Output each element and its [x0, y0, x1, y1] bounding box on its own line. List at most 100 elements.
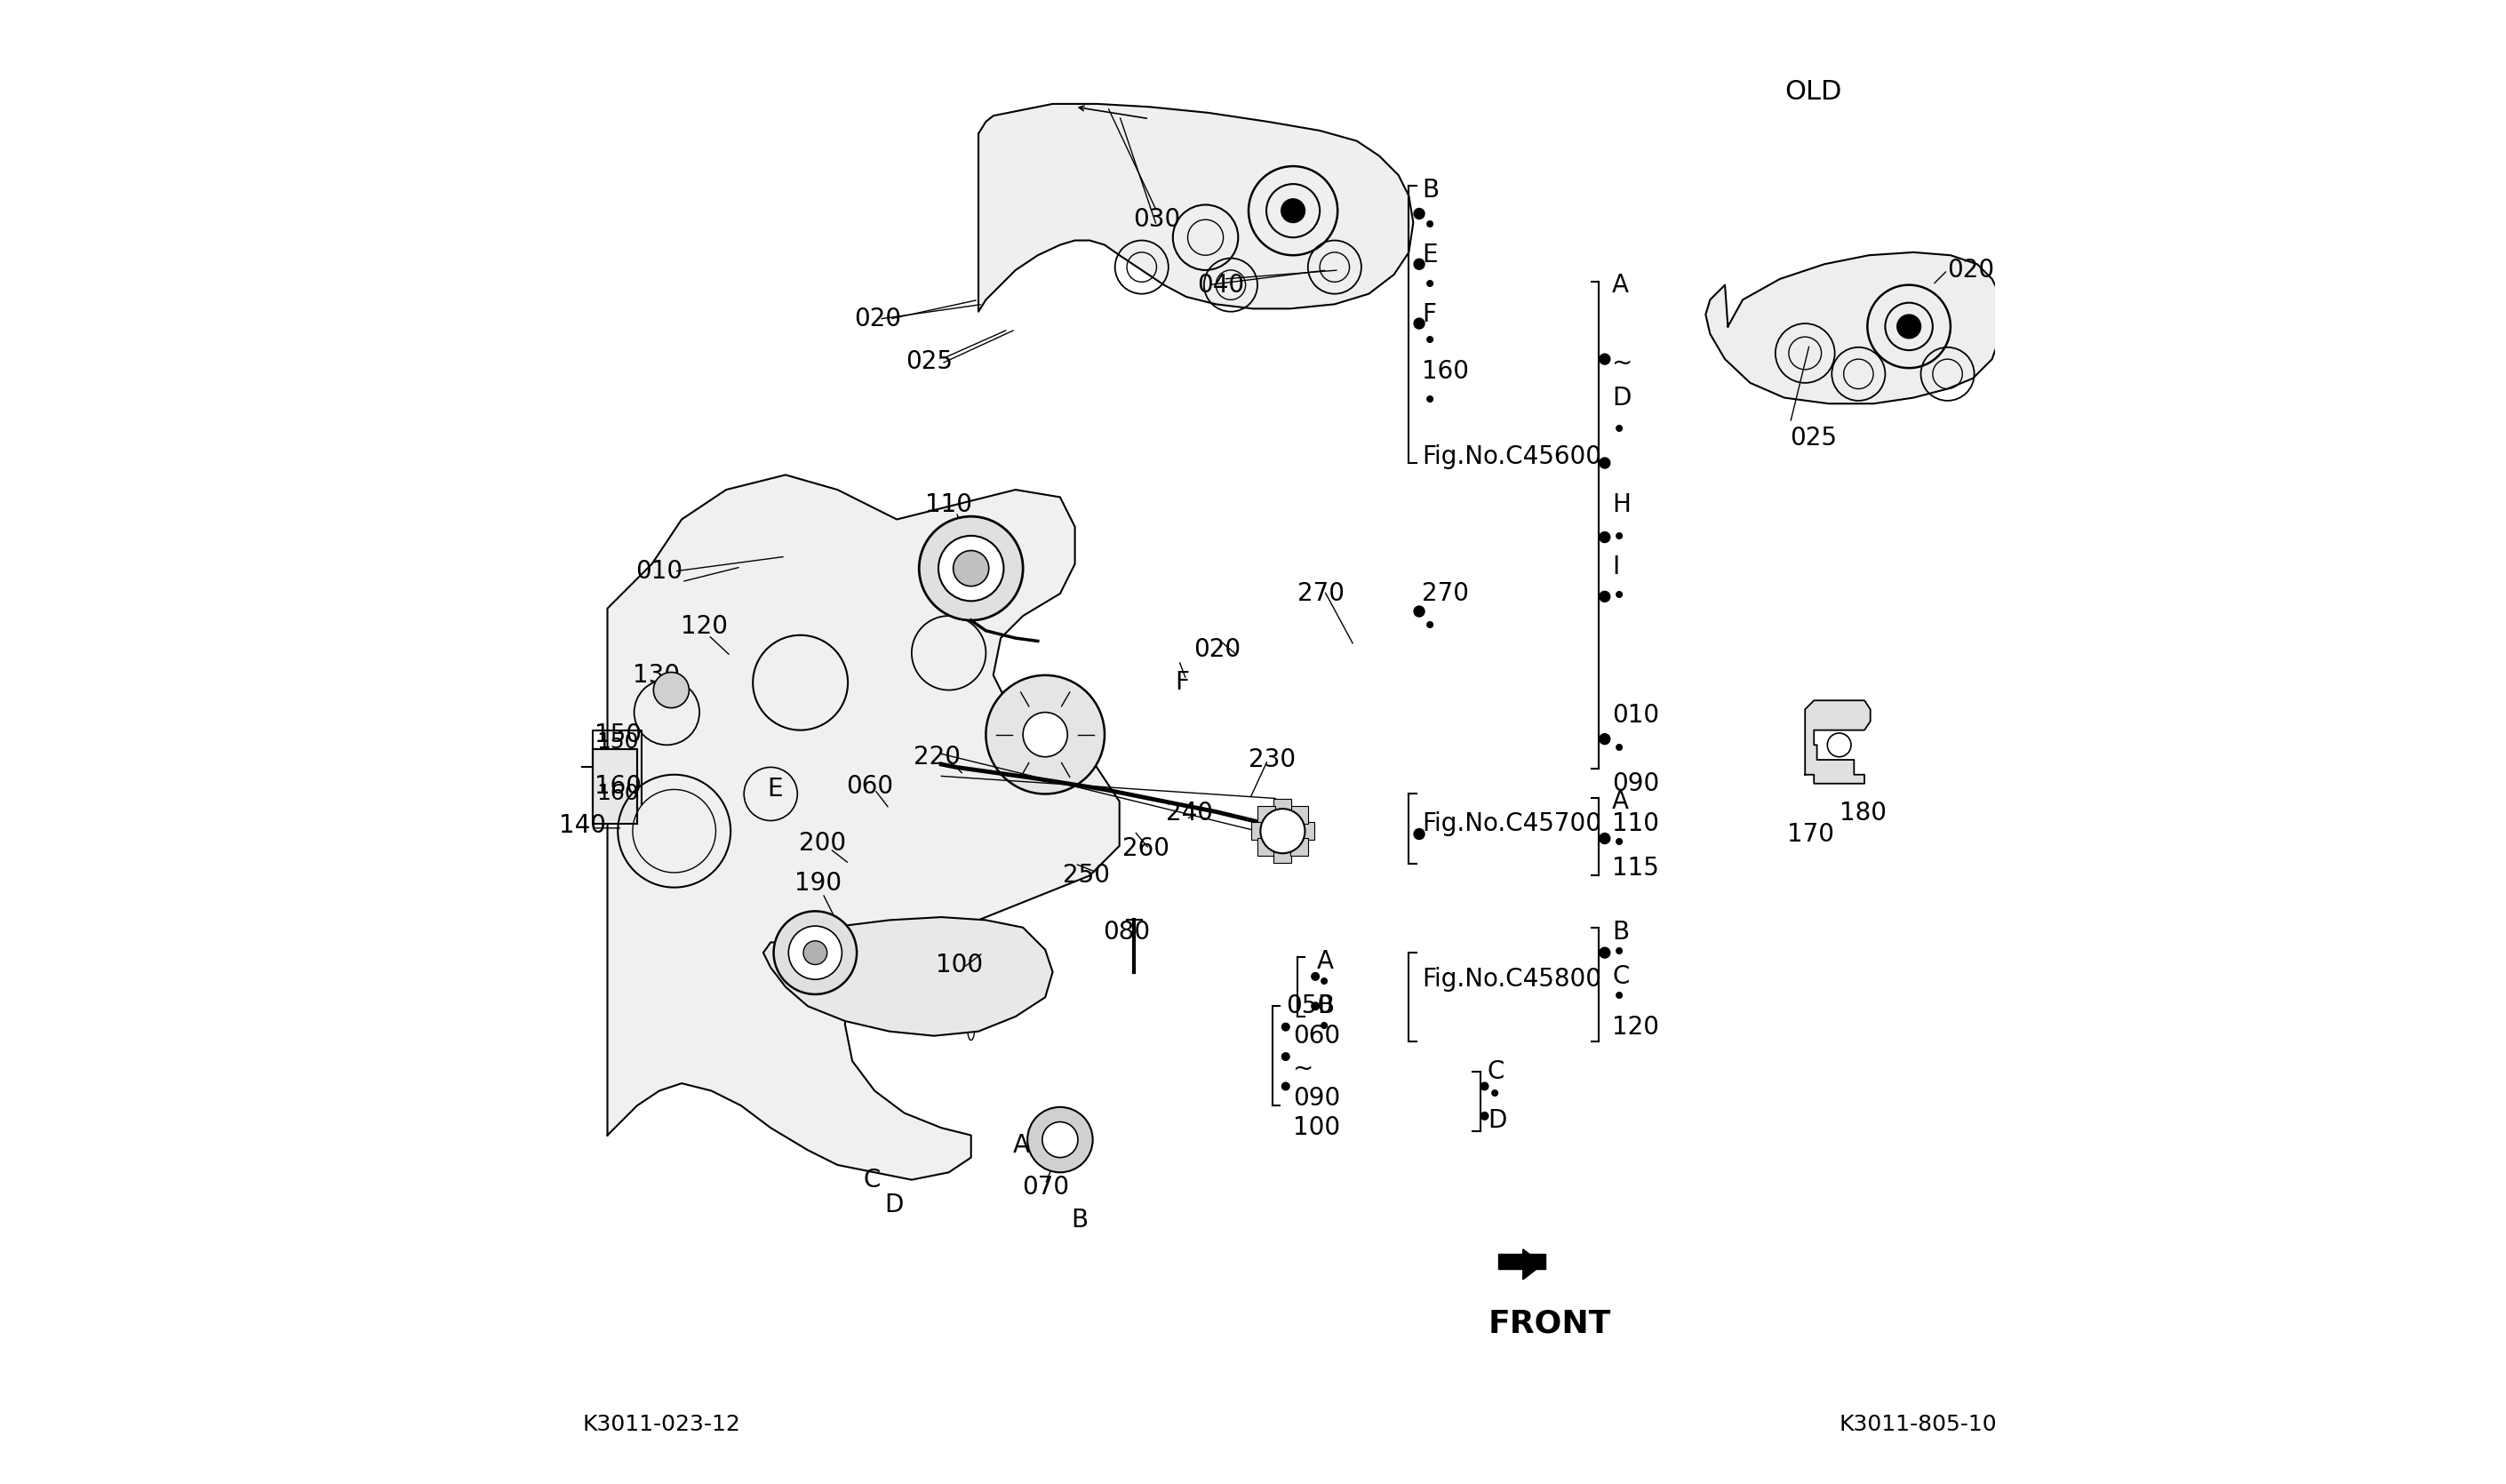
Text: 210: 210 — [1000, 690, 1048, 714]
Circle shape — [1599, 733, 1611, 745]
Text: 260: 260 — [1123, 837, 1170, 861]
Circle shape — [1599, 591, 1611, 603]
Bar — [1291, 838, 1308, 856]
Bar — [1258, 838, 1276, 856]
Text: D: D — [1611, 386, 1631, 410]
Text: 025: 025 — [907, 350, 952, 374]
Circle shape — [985, 675, 1105, 794]
Text: 080: 080 — [1103, 920, 1150, 944]
Text: K3011-023-12: K3011-023-12 — [581, 1414, 739, 1435]
Text: •: • — [1423, 389, 1436, 413]
Circle shape — [1261, 809, 1306, 853]
Text: Fig.No.C45800: Fig.No.C45800 — [1423, 968, 1601, 991]
Text: 130: 130 — [634, 663, 679, 687]
Circle shape — [1599, 457, 1611, 469]
Text: •: • — [1489, 1083, 1501, 1107]
Text: 020: 020 — [1193, 638, 1240, 662]
Text: 040: 040 — [1198, 273, 1243, 297]
Text: 120: 120 — [679, 614, 727, 638]
Text: 270: 270 — [1423, 582, 1469, 605]
Text: 070: 070 — [1022, 1175, 1070, 1199]
Circle shape — [804, 941, 827, 965]
Circle shape — [1413, 605, 1426, 617]
Text: B: B — [1611, 920, 1629, 944]
Text: 010: 010 — [637, 559, 684, 583]
Circle shape — [1281, 1052, 1291, 1061]
Text: D: D — [1489, 1109, 1506, 1132]
Text: ~: ~ — [1611, 352, 1634, 375]
Text: C: C — [1611, 965, 1629, 988]
Circle shape — [1897, 315, 1920, 338]
Text: 160: 160 — [594, 775, 642, 798]
Text: A: A — [1012, 1134, 1030, 1158]
Polygon shape — [1499, 1254, 1546, 1269]
Text: A: A — [1611, 789, 1629, 813]
Text: 200: 200 — [799, 831, 847, 855]
Text: F: F — [1175, 671, 1188, 695]
Text: 060: 060 — [1293, 1024, 1341, 1048]
Bar — [1273, 844, 1291, 862]
Text: •: • — [1611, 738, 1626, 761]
Text: 180: 180 — [1839, 801, 1887, 825]
Circle shape — [774, 911, 857, 994]
Text: OLD: OLD — [1784, 79, 1842, 105]
Circle shape — [654, 672, 689, 708]
Text: 060: 060 — [847, 775, 895, 798]
Circle shape — [1281, 1082, 1291, 1091]
Circle shape — [1022, 712, 1068, 757]
Text: 240: 240 — [1165, 801, 1213, 825]
Text: 230: 230 — [1248, 748, 1296, 772]
Text: ~: ~ — [1293, 1057, 1313, 1080]
Bar — [1291, 806, 1308, 824]
Text: 030: 030 — [1133, 208, 1180, 232]
Text: •: • — [1611, 831, 1626, 855]
Circle shape — [1481, 1082, 1489, 1091]
Bar — [1296, 822, 1316, 840]
Text: •: • — [1423, 329, 1436, 353]
Text: 100: 100 — [1293, 1116, 1341, 1140]
Text: I: I — [1611, 555, 1619, 579]
Text: 170: 170 — [1787, 822, 1834, 846]
Polygon shape — [591, 749, 637, 824]
Text: 110: 110 — [1611, 812, 1659, 835]
Text: 050: 050 — [1286, 994, 1333, 1018]
Text: 100: 100 — [935, 953, 982, 976]
Text: C: C — [862, 1168, 880, 1192]
Circle shape — [1413, 828, 1426, 840]
Circle shape — [1599, 353, 1611, 365]
Circle shape — [1281, 1022, 1291, 1031]
Text: 090: 090 — [1611, 772, 1659, 795]
Text: •: • — [1316, 971, 1331, 994]
Text: 190: 190 — [794, 871, 842, 895]
Text: D: D — [885, 1193, 902, 1217]
Circle shape — [1311, 1002, 1321, 1011]
Text: Fig.No.C45700: Fig.No.C45700 — [1423, 812, 1601, 835]
Circle shape — [952, 551, 990, 586]
Text: Fig.No.C45600: Fig.No.C45600 — [1423, 445, 1601, 469]
Text: 140: 140 — [559, 813, 606, 837]
Circle shape — [789, 926, 842, 979]
Text: 115: 115 — [1611, 856, 1659, 880]
Text: 250: 250 — [1063, 864, 1110, 887]
Circle shape — [1599, 531, 1611, 543]
Text: •: • — [1423, 214, 1436, 237]
Circle shape — [1413, 258, 1426, 270]
Text: C: C — [1489, 1060, 1504, 1083]
Text: 020: 020 — [1947, 258, 1995, 282]
Text: B: B — [1423, 178, 1438, 202]
Circle shape — [1481, 1112, 1489, 1120]
Text: 120: 120 — [1611, 1015, 1659, 1039]
Text: •: • — [1423, 614, 1436, 638]
Circle shape — [920, 516, 1022, 620]
Circle shape — [937, 536, 1005, 601]
Text: 160: 160 — [1423, 359, 1469, 383]
Text: FRONT: FRONT — [1489, 1309, 1611, 1339]
Text: A: A — [1316, 950, 1333, 974]
Text: F: F — [1423, 303, 1436, 326]
Text: 110: 110 — [925, 493, 972, 516]
Bar — [1250, 822, 1268, 840]
Circle shape — [1311, 972, 1321, 981]
Text: 010: 010 — [1611, 703, 1659, 727]
Circle shape — [1027, 1107, 1093, 1172]
Circle shape — [1042, 1122, 1078, 1158]
